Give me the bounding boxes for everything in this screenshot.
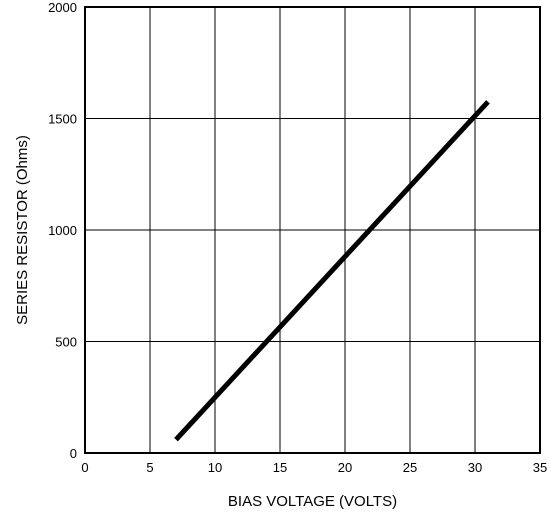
x-tick-label: 30 bbox=[468, 460, 482, 475]
plot-frame bbox=[84, 6, 541, 454]
grid bbox=[85, 7, 540, 453]
y-axis-title: SERIES RESISTOR (Ohms) bbox=[14, 135, 31, 325]
x-tick-label: 5 bbox=[146, 460, 153, 475]
x-tick-label: 20 bbox=[338, 460, 352, 475]
x-tick-label: 10 bbox=[208, 460, 222, 475]
y-tick-label: 0 bbox=[70, 446, 77, 461]
x-tick-label: 0 bbox=[81, 460, 88, 475]
x-axis-ticks: 0 5 10 15 20 25 30 35 bbox=[81, 460, 547, 475]
x-tick-label: 15 bbox=[273, 460, 287, 475]
x-tick-label: 35 bbox=[533, 460, 547, 475]
series-line bbox=[174, 100, 490, 442]
y-tick-label: 1000 bbox=[48, 223, 77, 238]
series-layer bbox=[174, 100, 490, 442]
y-axis-ticks: 0 500 1000 1500 2000 bbox=[48, 0, 77, 461]
y-tick-label: 500 bbox=[55, 335, 77, 350]
y-tick-label: 1500 bbox=[48, 112, 77, 127]
x-axis-title: BIAS VOLTAGE (VOLTS) bbox=[228, 493, 397, 510]
x-tick-label: 25 bbox=[403, 460, 417, 475]
y-tick-label: 2000 bbox=[48, 0, 77, 15]
